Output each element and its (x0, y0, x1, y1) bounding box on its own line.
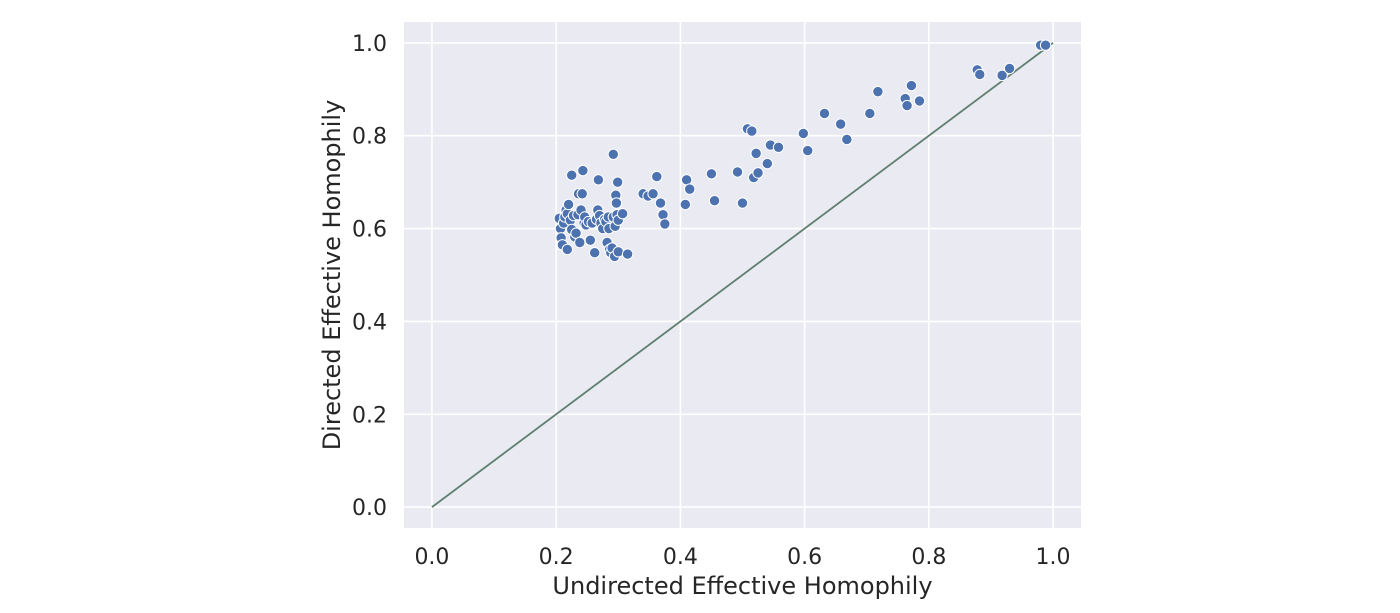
data-point (752, 167, 764, 179)
data-point (841, 133, 853, 146)
data-point (736, 197, 749, 209)
x-tick-label: 1.0 (1036, 545, 1071, 570)
data-point (905, 79, 918, 92)
data-point (746, 125, 758, 137)
data-point (659, 218, 671, 230)
data-point (705, 168, 718, 180)
data-point (731, 166, 744, 178)
y-tick-label: 1.0 (352, 32, 387, 57)
data-point (802, 144, 814, 157)
data-points (553, 39, 1052, 263)
data-point (797, 127, 810, 140)
x-tick-label: 0.2 (539, 545, 574, 570)
data-point (1039, 39, 1052, 51)
y-tick-label: 0.2 (352, 403, 387, 428)
x-axis-label: Undirected Effective Homophily (552, 572, 932, 600)
data-point (584, 234, 597, 246)
data-point (913, 95, 926, 107)
data-point (1003, 62, 1016, 75)
data-point (684, 183, 696, 195)
data-point (576, 188, 588, 200)
data-point (872, 85, 884, 98)
reference-line (431, 42, 1054, 508)
data-point (761, 157, 774, 170)
data-point (974, 68, 986, 81)
y-tick-label: 0.4 (352, 310, 387, 335)
data-point (651, 170, 663, 183)
y-axis-label: Directed Effective Homophily (318, 100, 346, 451)
data-point (562, 198, 575, 211)
data-point (577, 164, 589, 177)
x-tick-labels: 0.0 0.2 0.4 0.6 0.8 1.0 (414, 545, 1070, 570)
data-point (834, 118, 847, 130)
data-point (616, 208, 629, 220)
data-point (592, 174, 605, 186)
data-point (574, 236, 586, 249)
data-point (679, 198, 692, 211)
data-point (654, 197, 667, 209)
data-point (996, 69, 1008, 82)
data-point (647, 188, 659, 200)
data-point (901, 99, 913, 112)
reference-line-group (431, 42, 1054, 508)
x-tick-label: 0.4 (663, 545, 698, 570)
data-point (611, 176, 624, 188)
data-point (818, 107, 831, 120)
x-tick-label: 0.6 (787, 545, 822, 570)
y-tick-label: 0.6 (352, 218, 387, 243)
data-point (708, 195, 721, 207)
grid (404, 22, 1081, 528)
y-tick-labels: 0.0 0.2 0.4 0.6 0.8 1.0 (352, 32, 387, 521)
data-point (612, 246, 624, 258)
data-point (588, 247, 601, 259)
data-point (657, 208, 669, 221)
x-tick-label: 0.8 (911, 545, 946, 570)
data-point (607, 148, 620, 161)
data-point (621, 248, 634, 260)
data-point (561, 243, 574, 256)
data-point (610, 197, 623, 209)
x-tick-label: 0.0 (414, 545, 449, 570)
data-point (750, 147, 762, 160)
y-tick-label: 0.0 (352, 496, 387, 521)
y-tick-label: 0.8 (352, 125, 387, 150)
data-point (772, 141, 785, 154)
data-point (864, 107, 876, 120)
data-point (565, 169, 578, 181)
